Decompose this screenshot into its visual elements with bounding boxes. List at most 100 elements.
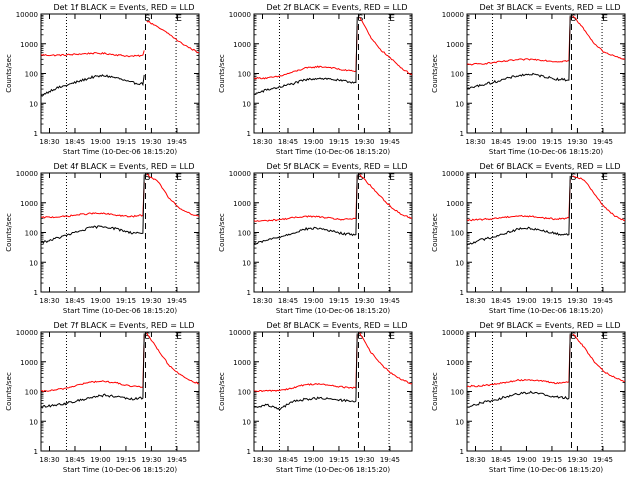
plot-frame	[466, 331, 626, 452]
start-marker: S	[358, 332, 364, 342]
x-tick-label: 18:45	[491, 456, 511, 464]
end-marker: E	[389, 14, 395, 24]
detector-panel: Det 7f BLACK = Events, RED = LLD 1 10 100 10…	[5, 321, 200, 474]
x-tick-label: 19:30	[141, 297, 161, 305]
x-tick-label: 19:15	[329, 138, 349, 146]
start-marker: S	[145, 14, 151, 24]
x-tick-label: 18:30	[252, 297, 272, 305]
y-tick-label: 1	[247, 289, 251, 297]
events-series-line	[254, 174, 358, 246]
x-tick-label: 18:45	[278, 456, 298, 464]
y-tick-label: 10000	[16, 329, 38, 337]
x-tick-label: 19:15	[116, 138, 136, 146]
y-axis-label: Counts/sec	[5, 54, 13, 93]
plot-frame	[253, 13, 413, 134]
y-tick-label: 1000	[446, 41, 464, 49]
x-tick-label: 18:30	[252, 456, 272, 464]
x-tick-label: 19:15	[329, 297, 349, 305]
x-tick-label: 19:45	[380, 138, 400, 146]
y-tick-label: 100	[451, 230, 464, 238]
x-tick-label: 19:45	[593, 456, 613, 464]
y-tick-label: 10	[242, 259, 251, 267]
x-tick-label: 19:00	[303, 456, 323, 464]
y-tick-label: 1000	[446, 200, 464, 208]
x-axis-label: Start Time (10-Dec-06 18:15:20)	[276, 148, 390, 156]
x-tick-label: 18:30	[39, 297, 59, 305]
lld-decay-series-line	[146, 332, 199, 385]
detector-panel: Det 1f BLACK = Events, RED = LLD 1 10 100 10…	[5, 3, 200, 156]
x-tick-label: 19:00	[90, 138, 110, 146]
start-marker: S	[571, 173, 577, 183]
end-marker: E	[176, 332, 182, 342]
detector-panel: Det 6f BLACK = Events, RED = LLD 1 10 100 10…	[431, 162, 626, 315]
plot-frame	[253, 172, 413, 293]
start-marker: S	[145, 173, 151, 183]
x-tick-label: 19:30	[354, 456, 374, 464]
end-marker: E	[389, 332, 395, 342]
y-tick-label: 100	[25, 230, 38, 238]
y-tick-label: 10	[455, 100, 464, 108]
x-tick-label: 19:45	[167, 456, 187, 464]
y-tick-label: 10000	[229, 329, 251, 337]
lld-decay-series-line	[359, 17, 412, 76]
y-axis-label: Counts/sec	[431, 54, 439, 93]
start-marker: S	[571, 14, 577, 24]
lld-decay-series-line	[572, 333, 625, 382]
x-tick-label: 19:30	[567, 456, 587, 464]
x-tick-label: 18:30	[39, 456, 59, 464]
x-tick-label: 18:45	[491, 138, 511, 146]
lld-series-line	[41, 334, 145, 393]
y-tick-label: 1	[247, 448, 251, 456]
y-tick-label: 1	[34, 130, 38, 138]
y-tick-label: 100	[25, 389, 38, 397]
x-tick-label: 19:45	[593, 138, 613, 146]
start-marker: S	[358, 173, 364, 183]
x-tick-label: 19:15	[542, 456, 562, 464]
lld-series-line	[41, 50, 145, 58]
y-tick-label: 100	[25, 71, 38, 79]
events-series-line	[467, 15, 571, 90]
x-tick-label: 19:00	[90, 297, 110, 305]
panel-title: Det 4f BLACK = Events, RED = LLD	[53, 162, 194, 171]
x-tick-label: 18:30	[252, 138, 272, 146]
x-tick-label: 19:30	[354, 138, 374, 146]
end-marker: E	[602, 173, 608, 183]
x-tick-label: 19:00	[303, 138, 323, 146]
x-tick-label: 18:45	[65, 297, 85, 305]
y-axis-label: Counts/sec	[218, 213, 226, 252]
panel-title: Det 7f BLACK = Events, RED = LLD	[53, 321, 194, 330]
panel-title: Det 5f BLACK = Events, RED = LLD	[266, 162, 407, 171]
start-marker: S	[145, 332, 151, 342]
plot-frame	[40, 172, 200, 293]
y-tick-label: 1	[460, 448, 464, 456]
x-tick-label: 19:00	[90, 456, 110, 464]
events-series-line	[467, 333, 571, 408]
x-tick-label: 19:15	[116, 297, 136, 305]
x-tick-label: 19:15	[542, 138, 562, 146]
y-tick-label: 1000	[233, 200, 251, 208]
x-tick-label: 18:30	[465, 138, 485, 146]
x-axis-label: Start Time (10-Dec-06 18:15:20)	[63, 307, 177, 315]
x-axis-label: Start Time (10-Dec-06 18:15:20)	[489, 148, 603, 156]
plot-frame	[40, 13, 200, 134]
y-tick-label: 1000	[20, 41, 38, 49]
x-tick-label: 18:45	[491, 297, 511, 305]
x-tick-label: 19:45	[593, 297, 613, 305]
lld-decay-series-line	[359, 174, 412, 219]
events-series-line	[41, 74, 145, 97]
y-tick-label: 100	[451, 389, 464, 397]
events-series-line	[254, 16, 358, 96]
y-tick-label: 1	[460, 130, 464, 138]
lld-decay-series-line	[146, 20, 199, 54]
end-marker: E	[602, 14, 608, 24]
end-marker: E	[602, 332, 608, 342]
lld-decay-series-line	[572, 175, 625, 222]
y-axis-label: Counts/sec	[431, 372, 439, 411]
detector-panel: Det 9f BLACK = Events, RED = LLD 1 10 100 10…	[431, 321, 626, 474]
y-axis-label: Counts/sec	[431, 213, 439, 252]
x-tick-label: 18:30	[465, 456, 485, 464]
x-tick-label: 19:15	[329, 456, 349, 464]
x-tick-label: 19:30	[141, 138, 161, 146]
x-axis-label: Start Time (10-Dec-06 18:15:20)	[489, 307, 603, 315]
detector-panel: Det 2f BLACK = Events, RED = LLD 1 10 100 10…	[218, 3, 413, 156]
